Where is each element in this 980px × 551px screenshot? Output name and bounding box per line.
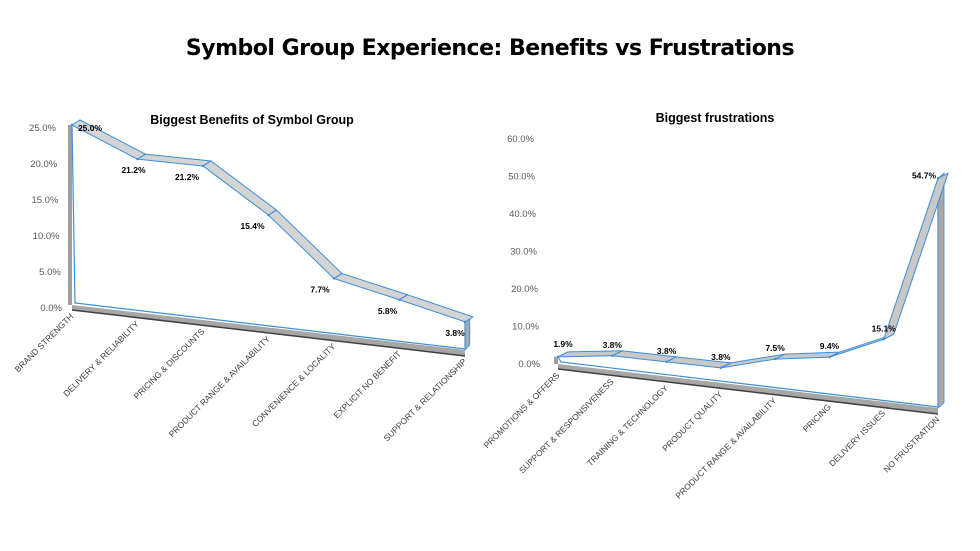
data-label: 54.7% <box>912 170 937 180</box>
data-label: 5.8% <box>378 306 398 316</box>
ribbon-segment <box>332 272 409 301</box>
data-point <box>70 123 74 127</box>
y-tick-label: 50.0% <box>508 172 535 183</box>
ribbon-segment <box>202 160 278 216</box>
y-tick-label: 0.0% <box>40 303 62 314</box>
data-point <box>463 320 467 324</box>
y-tick-label: 25.0% <box>29 123 56 134</box>
data-point <box>611 354 614 357</box>
chart-frustrations: Biggest frustrations 0.0% 10.0% 20.0% 30.0% 4… <box>482 111 949 501</box>
data-label: 3.8% <box>603 340 623 350</box>
y-tick-label: 20.0% <box>30 159 57 170</box>
data-label: 1.9% <box>553 339 573 349</box>
floor-edge <box>557 368 939 415</box>
floor-edge <box>71 309 466 357</box>
floor <box>72 305 465 356</box>
data-label: 3.8% <box>445 328 465 338</box>
data-point <box>136 157 139 161</box>
data-label: 3.8% <box>657 346 677 356</box>
y-tick-label: 60.0% <box>507 134 534 145</box>
chart-benefits: Biggest Benefits of Symbol Group 0.0% 5.0%… <box>13 113 475 443</box>
category-label: DELIVERY ISSUES <box>827 408 888 469</box>
data-label: 21.2% <box>121 165 146 175</box>
floor <box>558 364 938 414</box>
category-label: DELIVERY & RELIABILITY <box>61 319 141 399</box>
chart-title: Biggest frustrations <box>656 111 775 125</box>
category-label: PRODUCT QUALITY <box>660 389 724 453</box>
data-label: 15.4% <box>240 221 265 231</box>
ribbon-segment <box>267 209 343 280</box>
y-tick-label: 15.0% <box>31 195 58 206</box>
ribbon-segment <box>398 294 475 323</box>
data-point <box>267 213 270 217</box>
side-wall <box>554 356 558 364</box>
category-label: SUPPORT & RELATIONSHIP <box>382 356 469 443</box>
category-label: PRODUCT RANGE & AVAILABILITY <box>673 395 779 501</box>
category-label: PRICING & DISCOUNTS <box>132 326 207 401</box>
data-point <box>201 164 205 168</box>
category-label: EXPLICIT NO BENEFIT <box>331 349 402 420</box>
data-label: 3.8% <box>711 352 731 362</box>
main-title: Symbol Group Experience: Benefits vs Fru… <box>185 36 795 61</box>
chart-title: Biggest Benefits of Symbol Group <box>150 113 354 127</box>
data-label: 15.1% <box>872 323 897 333</box>
category-label: NO FRUSTRATION <box>881 414 941 474</box>
data-point <box>828 355 831 359</box>
data-label: 25.0% <box>78 123 103 133</box>
y-tick-label: 30.0% <box>510 247 537 258</box>
data-label: 7.7% <box>310 285 330 295</box>
y-tick-label: 10.0% <box>512 322 539 333</box>
ribbon-segment <box>136 153 213 167</box>
y-tick-label: 10.0% <box>33 231 60 242</box>
data-label: 21.2% <box>175 172 200 182</box>
category-label: PRICING <box>801 402 833 434</box>
ribbon-end-cap <box>937 172 945 409</box>
data-point <box>882 338 885 341</box>
data-label: 7.5% <box>765 343 785 353</box>
data-point <box>556 355 560 359</box>
y-tick-label: 5.0% <box>39 267 61 278</box>
y-tick-label: 40.0% <box>509 209 536 220</box>
category-label: BRAND STRENGTH <box>13 311 76 374</box>
data-point <box>936 177 940 180</box>
data-point <box>398 298 401 301</box>
y-tick-label: 20.0% <box>511 284 538 295</box>
data-point <box>773 357 777 361</box>
data-point <box>719 366 723 370</box>
data-point <box>665 360 668 364</box>
ribbon-segment <box>882 172 949 341</box>
data-label: 9.4% <box>820 341 840 351</box>
side-wall <box>68 125 72 305</box>
y-tick-label: 0.0% <box>518 359 540 370</box>
data-point <box>332 277 336 280</box>
category-label: SUPPORT & RESPONSIVENESS <box>517 376 616 475</box>
category-label: CONVENIENCE & LOCALITY <box>250 341 338 429</box>
